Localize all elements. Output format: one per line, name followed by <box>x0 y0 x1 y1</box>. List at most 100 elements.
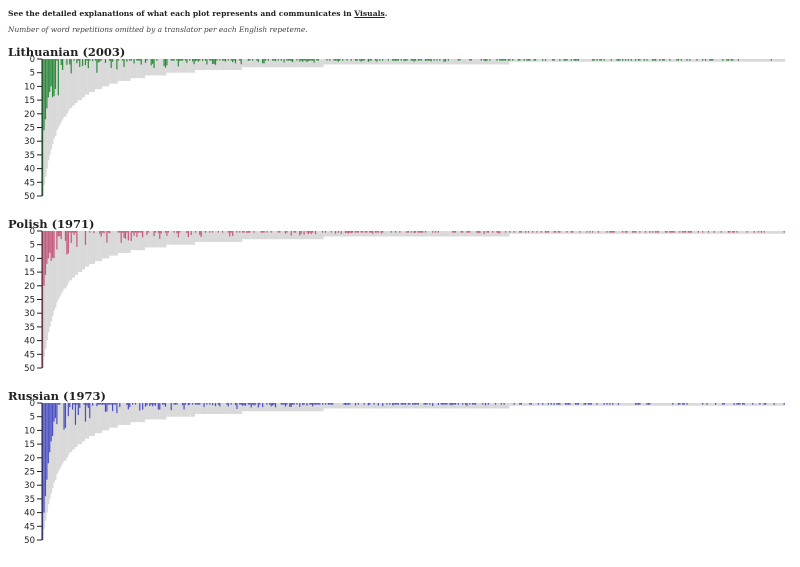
omission-bar <box>120 231 122 243</box>
omission-bar <box>106 403 108 412</box>
omission-bar <box>377 231 379 233</box>
omission-bar <box>176 231 178 234</box>
repetition-bar <box>507 59 510 65</box>
repetition-bar <box>319 59 321 68</box>
repetition-bar <box>220 59 223 70</box>
repetition-bar <box>602 59 604 62</box>
omission-bar <box>239 231 241 233</box>
omission-bar <box>187 231 189 238</box>
omission-bar <box>472 403 474 405</box>
repetition-bar <box>256 231 258 240</box>
repetition-bar <box>226 403 228 414</box>
repetition-bar <box>374 59 377 65</box>
omission-bar <box>644 231 647 233</box>
repetition-bar <box>52 403 54 488</box>
repetition-bar <box>193 231 196 245</box>
repetition-bar <box>182 231 184 245</box>
omission-bar <box>593 59 595 61</box>
omission-bar <box>413 403 415 405</box>
omission-bar <box>50 403 52 442</box>
omission-bar <box>197 403 199 405</box>
repetition-bar <box>749 231 751 234</box>
omission-bar <box>240 403 242 405</box>
omission-bar <box>134 231 137 233</box>
repetition-bar <box>194 231 197 242</box>
omission-bar <box>656 231 658 233</box>
omission-bar <box>393 59 395 61</box>
repetition-bar <box>754 403 757 406</box>
repetition-bar <box>163 59 166 76</box>
omission-bar <box>609 403 611 405</box>
omission-bar <box>104 59 107 63</box>
repetition-bar <box>502 403 504 409</box>
omission-bar <box>212 231 214 233</box>
repetition-bar <box>637 231 640 234</box>
repetition-bar <box>159 59 161 76</box>
y-tick-label: 50 <box>24 364 35 374</box>
repetition-bar <box>526 231 528 234</box>
repetition-bar <box>147 231 150 248</box>
repetition-bar <box>460 231 463 237</box>
repetition-bar <box>484 231 487 237</box>
repetition-bar <box>452 231 454 237</box>
omission-bar <box>159 231 161 239</box>
repetition-bar <box>60 403 63 467</box>
repetition-bar <box>212 59 214 70</box>
repetition-bar <box>580 59 583 62</box>
omission-bar <box>217 403 219 405</box>
visuals-link[interactable]: Visuals <box>354 9 385 18</box>
omission-bar <box>427 59 429 61</box>
repetition-bar <box>527 403 530 406</box>
repetition-bar <box>87 231 90 267</box>
omission-bar <box>743 403 745 405</box>
omission-bar <box>227 403 229 407</box>
repetition-bar <box>384 231 387 237</box>
omission-bar <box>634 231 637 233</box>
repetition-bar <box>780 231 783 234</box>
omission-bar <box>194 403 197 405</box>
repetition-bar <box>420 231 423 237</box>
repetition-bar <box>90 59 93 92</box>
omission-bar <box>680 59 682 61</box>
repetition-bar <box>294 403 297 412</box>
repetition-bar <box>309 403 311 412</box>
omission-bar <box>643 59 645 61</box>
repetition-bar <box>406 59 408 65</box>
repetition-bar <box>659 403 661 406</box>
omission-bar <box>746 231 748 233</box>
repetition-bar <box>550 59 553 62</box>
omission-bar <box>732 59 734 61</box>
panel-title: Polish (1971) <box>8 217 95 231</box>
repetition-bar <box>463 231 466 237</box>
repetition-bar <box>133 59 136 79</box>
omission-bar <box>130 231 132 241</box>
repetition-bar <box>549 231 551 234</box>
repetition-bar <box>324 403 327 409</box>
repetition-bar <box>434 231 437 237</box>
repetition-bar <box>83 403 86 442</box>
omission-bar <box>172 59 174 61</box>
repetition-bar <box>264 231 267 240</box>
omission-bar <box>720 231 722 233</box>
repetition-bar <box>510 231 513 234</box>
omission-bar <box>287 59 289 61</box>
repetition-bar <box>749 403 751 406</box>
repetition-bar <box>217 59 220 70</box>
repetition-bar <box>237 59 240 70</box>
omission-bar <box>46 403 48 480</box>
repetition-bar <box>497 59 500 65</box>
repetition-bar <box>410 403 413 409</box>
y-tick-label: 45 <box>24 178 35 188</box>
repetition-bar <box>80 403 83 445</box>
repetition-bar <box>252 403 254 412</box>
omission-bar <box>367 403 369 406</box>
omission-bar <box>636 403 638 405</box>
repetition-bar <box>272 59 274 68</box>
omission-bar <box>686 59 688 61</box>
repetition-bar <box>474 231 477 237</box>
repetition-bar <box>204 59 207 70</box>
omission-bar <box>64 231 67 241</box>
omission-bar <box>262 403 264 408</box>
repetition-bar <box>289 231 291 240</box>
repetition-bar <box>437 231 440 237</box>
